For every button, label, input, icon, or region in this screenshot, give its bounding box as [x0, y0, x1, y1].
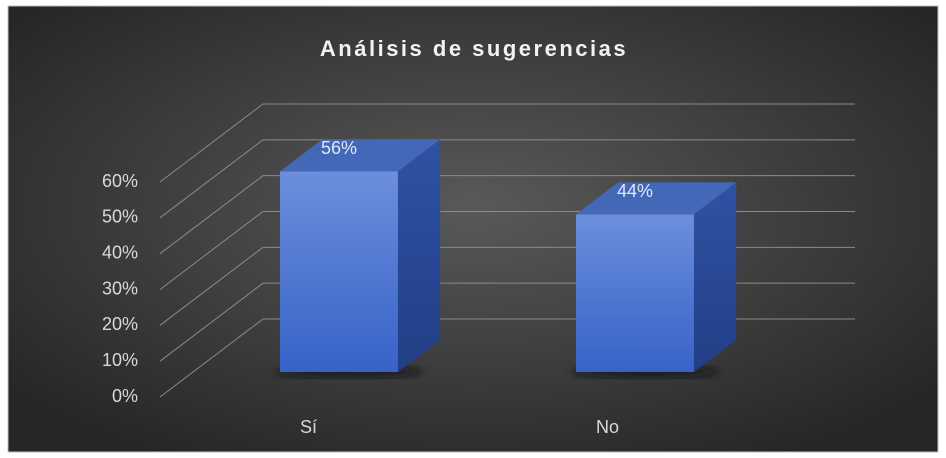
y-tick-label: 10%: [102, 350, 138, 370]
bar-side: [397, 139, 441, 373]
y-tick-label: 30%: [102, 278, 138, 298]
y-tick-label: 0%: [112, 386, 138, 406]
chart-title: Análisis de sugerencias: [320, 36, 628, 61]
grid-line: [159, 139, 855, 219]
y-tick-label: 50%: [102, 207, 138, 227]
bar-top: [279, 139, 441, 172]
grid-line: [159, 103, 855, 183]
grid-line: [159, 175, 855, 255]
x-tick-label: No: [596, 417, 619, 437]
data-label: 56%: [321, 138, 357, 158]
bar-front: [279, 171, 398, 373]
bar-top: [575, 182, 737, 215]
y-tick-label: 40%: [102, 242, 138, 262]
chart-background: [7, 5, 939, 453]
bar-front: [575, 214, 694, 373]
x-tick-label: Sí: [300, 417, 317, 437]
data-label: 44%: [617, 181, 653, 201]
y-tick-label: 20%: [102, 314, 138, 334]
bar-side: [693, 182, 737, 373]
y-tick-label: 60%: [102, 171, 138, 191]
